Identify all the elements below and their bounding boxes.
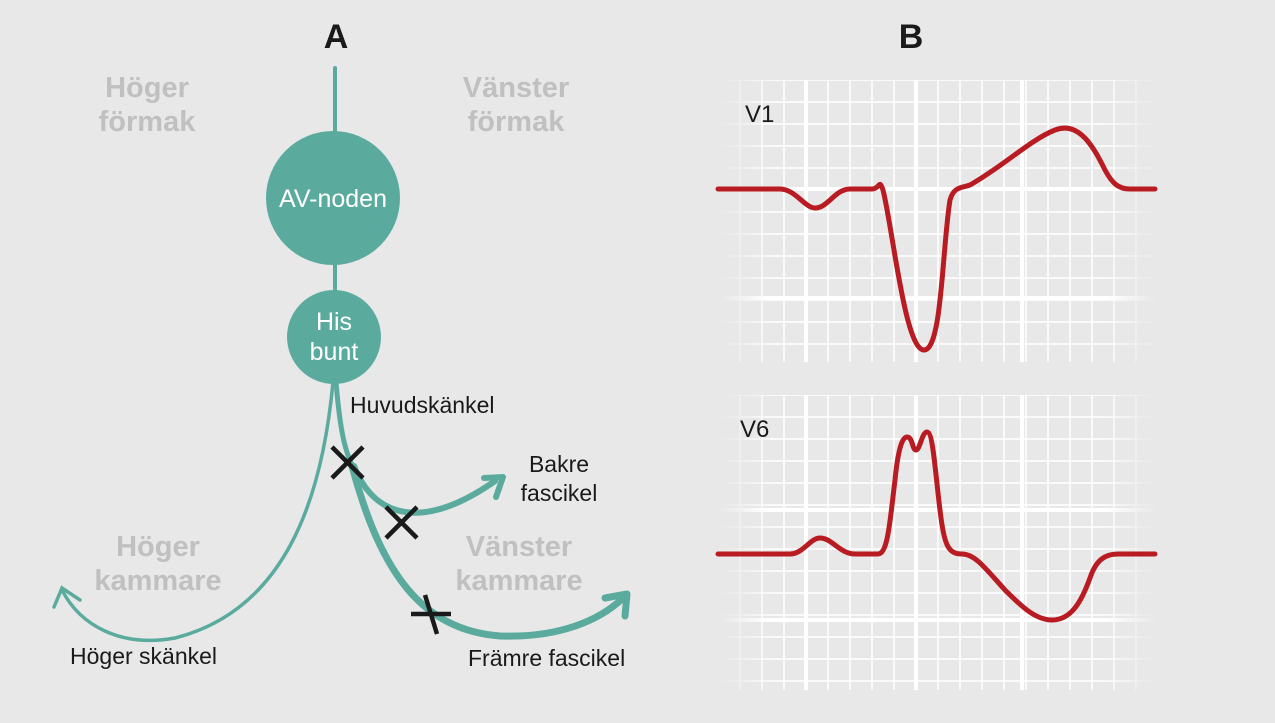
left-ventricle-line2: kammare: [455, 565, 582, 597]
panel-b-label: B: [899, 18, 924, 56]
left-atrium-label: Vänster förmak: [463, 72, 569, 138]
his-bundle-label-line1: His: [316, 308, 352, 336]
right-ventricle-label: Höger kammare: [94, 531, 221, 597]
anterior-fascicle: [348, 462, 627, 640]
right-branch-arrowhead: [52, 585, 82, 609]
block-mark-main-branch: [330, 445, 365, 480]
anterior-fascicle-label: Främre fascikel: [468, 645, 625, 671]
panel-a-label: A: [324, 18, 349, 56]
right-atrium-line1: Höger: [105, 72, 189, 104]
right-ventricle-line2: kammare: [94, 565, 221, 597]
lead-v6-label: V6: [740, 416, 769, 443]
left-ventricle-label: Vänster kammare: [455, 531, 582, 597]
anterior-fascicle-arrowhead: [601, 590, 631, 620]
posterior-fascicle-label-line1: Bakre: [529, 451, 589, 477]
left-atrium-line1: Vänster: [463, 72, 569, 104]
posterior-fascicle: [351, 463, 498, 516]
ecg-trace-v6: [715, 429, 1158, 623]
block-mark-anterior-fascicle: [411, 594, 451, 635]
right-ventricle-line1: Höger: [116, 531, 200, 563]
left-ventricle-line1: Vänster: [466, 531, 572, 563]
av-node-label: AV-noden: [279, 185, 387, 213]
right-bundle-branch: [60, 380, 335, 643]
block-marks: [330, 445, 451, 635]
ecg-grid-v6: [717, 394, 1159, 690]
left-atrium-line2: förmak: [468, 106, 566, 138]
his-bundle-node: [287, 290, 381, 384]
av-node: [266, 131, 400, 265]
ecg-grid-v1: [717, 79, 1159, 362]
his-bundle-label-line2: bunt: [310, 338, 359, 366]
right-atrium-line2: förmak: [99, 106, 197, 138]
posterior-fascicle-label-line2: fascikel: [521, 480, 598, 506]
conduction-pathway: [52, 66, 631, 643]
main-branch-label: Huvudskänkel: [350, 392, 494, 418]
right-branch-label: Höger skänkel: [70, 643, 217, 669]
ecg-trace-v1: [715, 125, 1158, 353]
block-mark-posterior-fascicle: [384, 505, 419, 540]
lead-v1-label: V1: [745, 101, 774, 128]
right-atrium-label: Höger förmak: [99, 72, 197, 138]
posterior-fascicle-arrowhead: [481, 474, 506, 500]
